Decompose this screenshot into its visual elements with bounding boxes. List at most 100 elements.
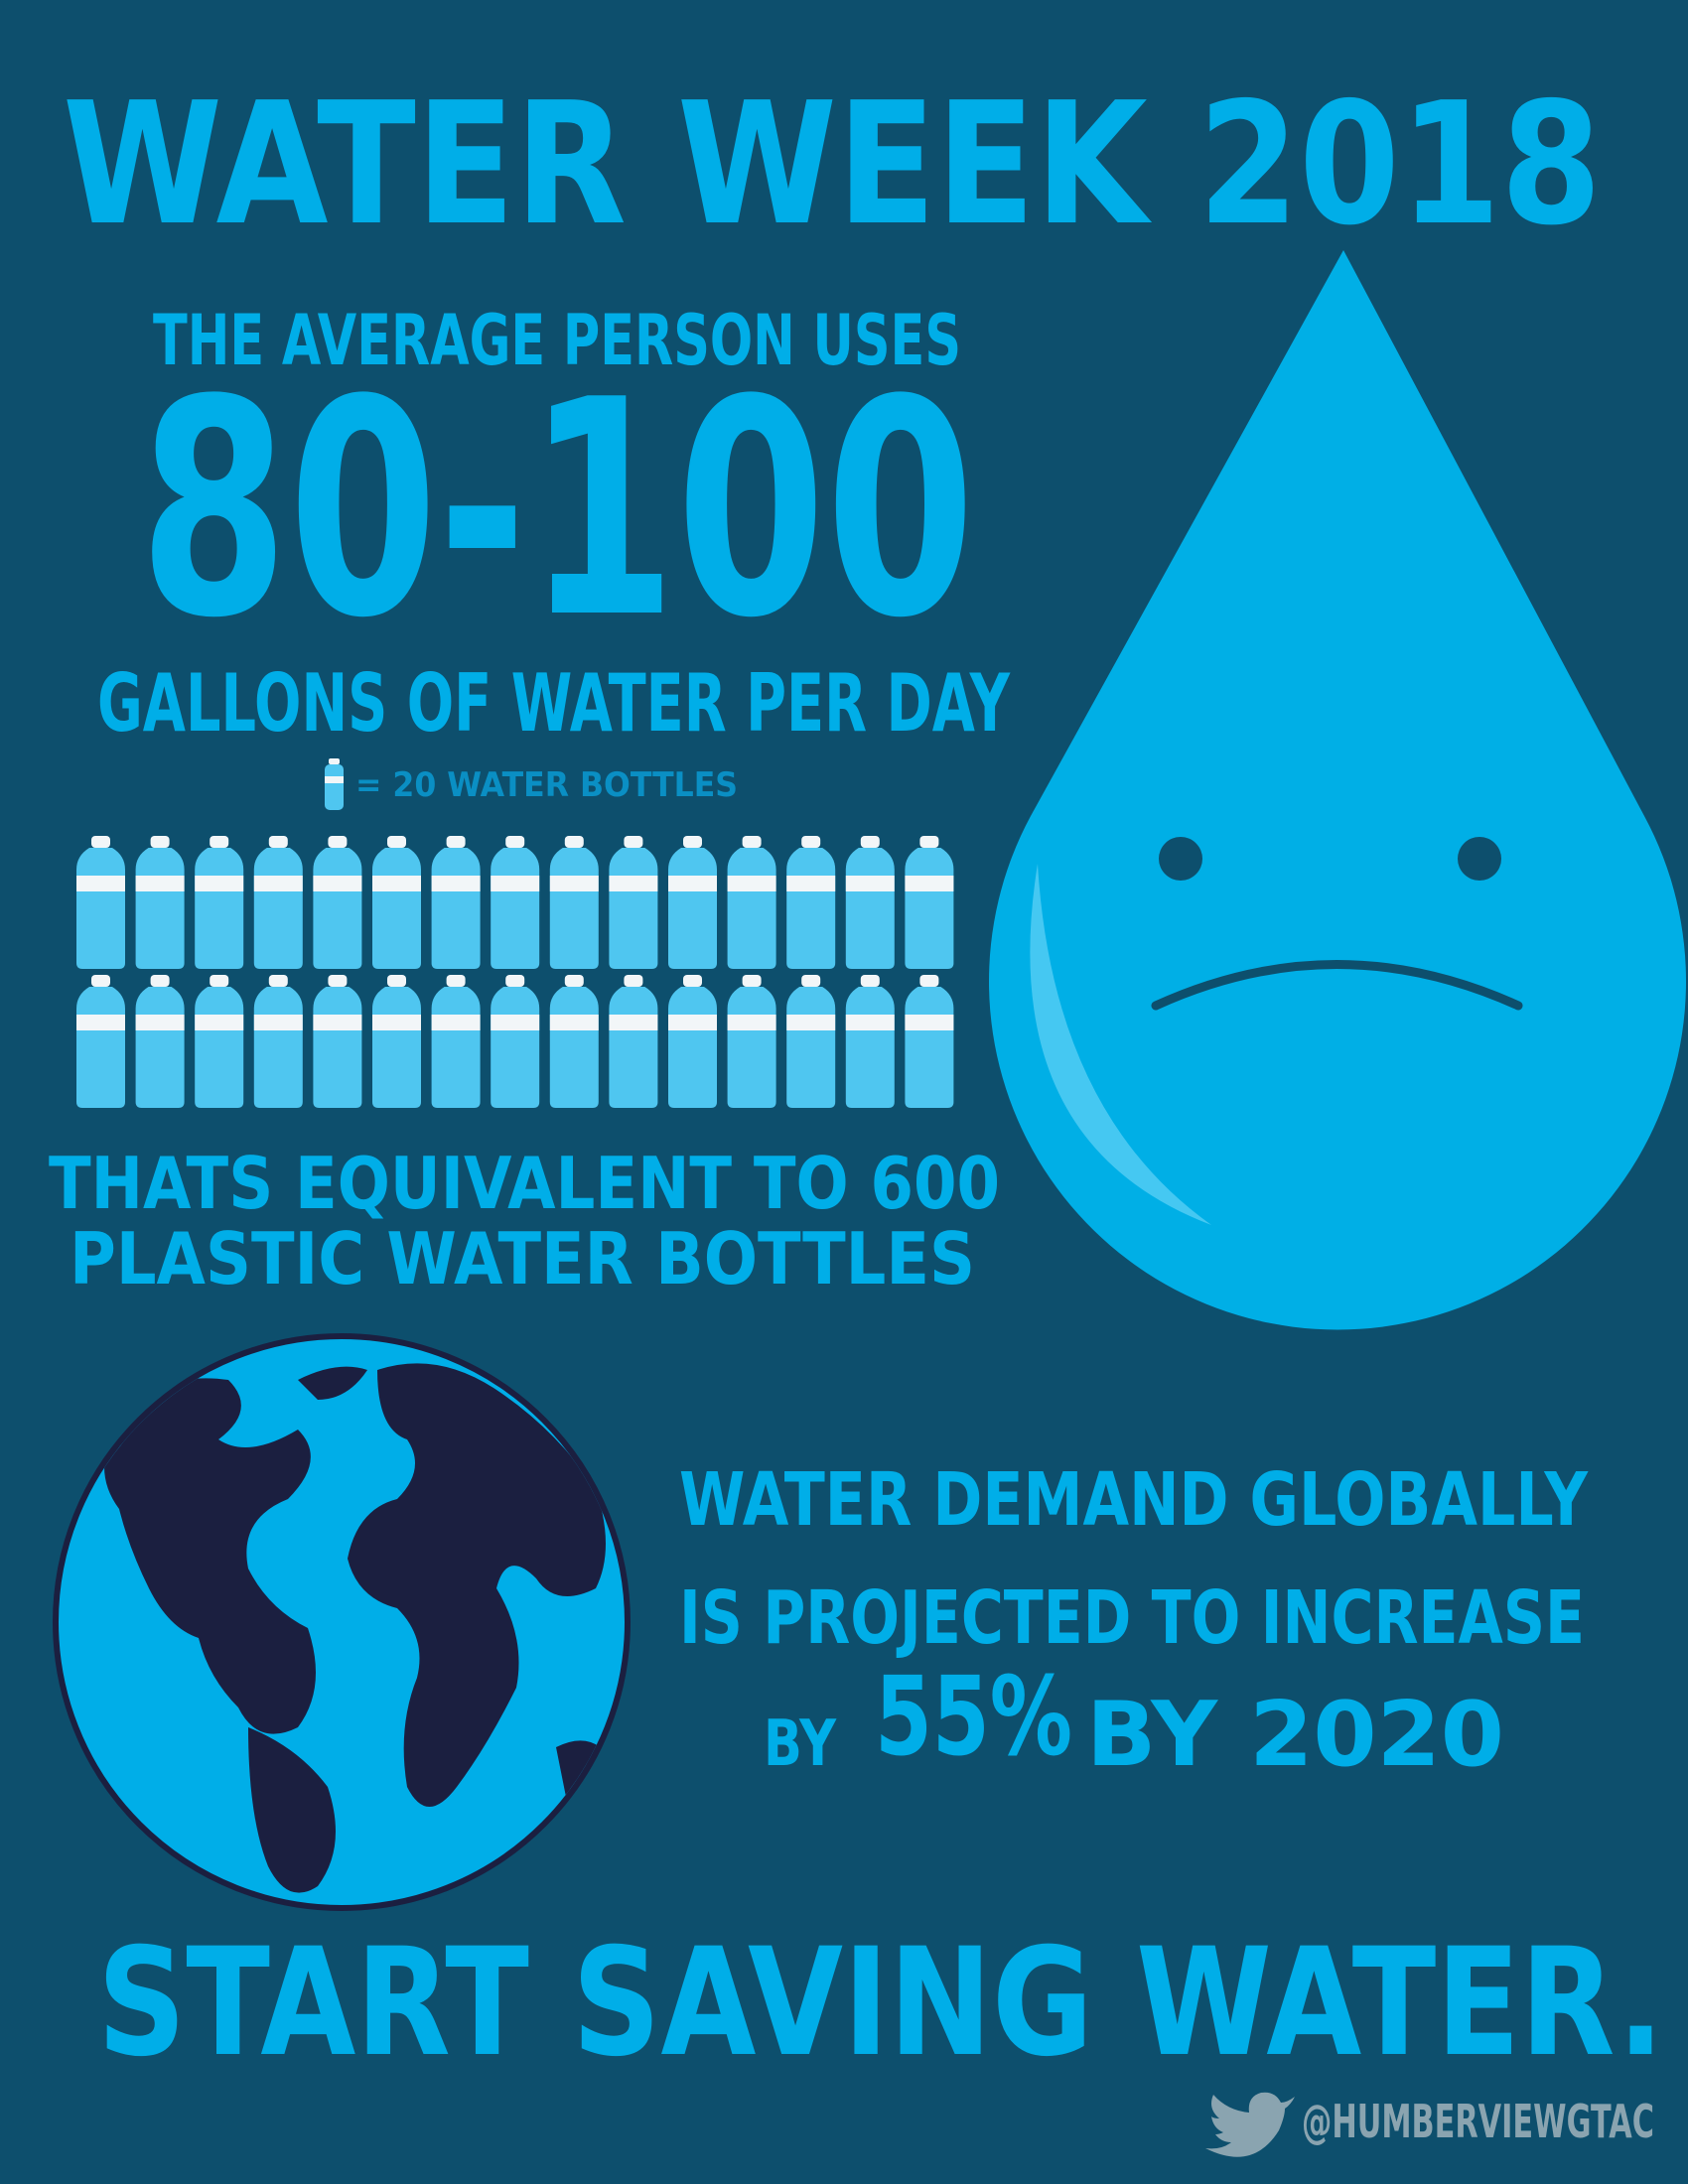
bottle-label: [253, 1015, 303, 1030]
bottle-body: [313, 848, 362, 969]
bottle-body: [372, 987, 421, 1108]
bottle-cap: [683, 975, 702, 987]
bottle: [549, 975, 599, 1108]
bottle-label: [372, 1015, 421, 1030]
bottle: [668, 975, 717, 1108]
bottle: [845, 836, 895, 969]
bottle-cap: [446, 836, 466, 848]
bottle-label: [549, 876, 599, 891]
bottle-body: [135, 987, 185, 1108]
bottle-body: [668, 848, 717, 969]
bottle-label: [195, 876, 244, 891]
bottle: [431, 836, 481, 969]
bottle-cap: [328, 975, 348, 987]
bottle: [372, 975, 421, 1108]
bottle: [195, 836, 244, 969]
call-to-action: START SAVING WATER.: [97, 1917, 1664, 2090]
bottle: [786, 975, 836, 1108]
water-drop: [989, 250, 1687, 1330]
bottle-cap: [742, 975, 762, 987]
earth: [53, 1333, 631, 1911]
bottle-label: [668, 1015, 717, 1030]
demand-prefix: BY: [764, 1707, 837, 1781]
bottle-cap: [801, 975, 821, 987]
bottle: [609, 836, 658, 969]
bottle-label: [76, 876, 125, 891]
bottle: [313, 836, 362, 969]
bottle-cap: [210, 975, 229, 987]
bottle-body: [431, 987, 481, 1108]
bottle: [313, 975, 362, 1108]
bottle-cap: [150, 836, 170, 848]
bottle-label: [905, 876, 954, 891]
bottle-body: [609, 848, 658, 969]
bottle-cap: [505, 975, 525, 987]
bottle-body: [727, 987, 776, 1108]
bottle-label: [431, 1015, 481, 1030]
usage-amount: 80-100: [139, 337, 975, 683]
bottle: [135, 836, 185, 969]
bottle-body: [549, 848, 599, 969]
bottle: [372, 836, 421, 969]
bottle-cap: [446, 975, 466, 987]
twitter-icon: [1205, 2092, 1295, 2157]
bottle-label: [76, 1015, 125, 1030]
bottle-label: [786, 876, 836, 891]
bottle: [195, 975, 244, 1108]
bottle-body: [135, 848, 185, 969]
bottle-label: [491, 1015, 540, 1030]
title: WATER WEEK 2018: [63, 67, 1602, 263]
bottle-body: [195, 987, 244, 1108]
bottle: [905, 836, 954, 969]
bottle-body: [786, 848, 836, 969]
bottle-body: [727, 848, 776, 969]
bottle: [727, 836, 776, 969]
demand-line-1: WATER DEMAND GLOBALLY: [679, 1457, 1589, 1543]
bottle-cap: [91, 975, 110, 987]
bottle: [491, 836, 540, 969]
bottle-body: [491, 987, 540, 1108]
bottle-body: [905, 848, 954, 969]
legend-text: = 20 WATER BOTTLES: [355, 765, 738, 805]
bottle-label: [905, 1015, 954, 1030]
bottle-cap: [268, 975, 288, 987]
bottle: [431, 975, 481, 1108]
bottle-cap: [919, 836, 939, 848]
bottle-body: [786, 987, 836, 1108]
bottle: [668, 836, 717, 969]
bottle-body: [253, 987, 303, 1108]
bottle-label: [313, 876, 362, 891]
bottle-label: [609, 876, 658, 891]
bottle-body: [76, 987, 125, 1108]
usage-intro: THE AVERAGE PERSON USES: [153, 300, 961, 381]
bottle-body: [491, 848, 540, 969]
bottle-cap: [387, 975, 406, 987]
legend-bottle-icon: [325, 758, 344, 810]
bottle-cap: [683, 836, 702, 848]
bottle-label: [195, 1015, 244, 1030]
bottle-cap: [742, 836, 762, 848]
bottle: [609, 975, 658, 1108]
bottle-label: [253, 876, 303, 891]
bottle-cap: [624, 836, 643, 848]
bottle-label: [609, 1015, 658, 1030]
bottle-cap: [860, 836, 880, 848]
bottle-cap: [919, 975, 939, 987]
bottle-cap: [91, 836, 110, 848]
bottle: [786, 836, 836, 969]
bottle-label: [491, 876, 540, 891]
demand-line-2: IS PROJECTED TO INCREASE: [679, 1575, 1585, 1661]
bottle-label: [845, 1015, 895, 1030]
bottle-body: [845, 987, 895, 1108]
bottle-cap: [505, 836, 525, 848]
twitter-handle: @HUMBERVIEWGTAC: [1302, 2095, 1654, 2148]
bottle-body: [549, 987, 599, 1108]
bottle-cap: [564, 975, 584, 987]
bottle-label: [135, 1015, 185, 1030]
bottle-label: [727, 1015, 776, 1030]
demand-suffix: BY 2020: [1086, 1683, 1504, 1787]
bottle: [845, 975, 895, 1108]
equivalent-line-2: PLASTIC WATER BOTTLES: [70, 1217, 975, 1300]
bottle-body: [845, 848, 895, 969]
